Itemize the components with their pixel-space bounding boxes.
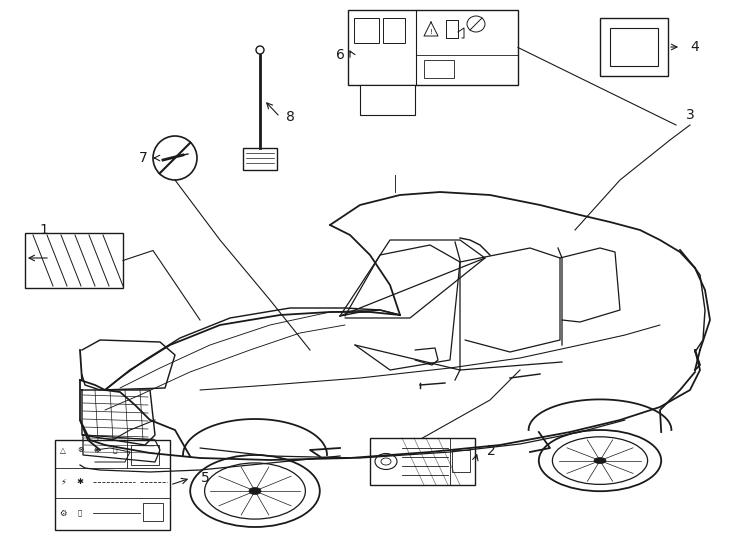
Text: 🔧: 🔧 (78, 510, 82, 516)
Ellipse shape (375, 454, 397, 469)
Bar (25, 233, 123, 288)
Ellipse shape (205, 463, 305, 519)
Ellipse shape (467, 16, 485, 32)
Bar (131, 445, 159, 465)
Bar (370, 438, 475, 485)
Ellipse shape (249, 488, 261, 495)
Ellipse shape (594, 457, 606, 464)
Ellipse shape (381, 458, 391, 465)
Bar (610, 28, 658, 66)
Text: ⚡: ⚡ (60, 477, 66, 487)
Text: !: ! (429, 29, 432, 35)
Text: ⬜: ⬜ (113, 446, 117, 455)
Text: 6: 6 (335, 48, 344, 62)
Bar (354, 18, 379, 43)
Text: 2: 2 (487, 444, 496, 458)
Bar (600, 18, 668, 76)
Ellipse shape (539, 430, 661, 491)
Text: 5: 5 (200, 471, 209, 485)
Bar (383, 18, 405, 43)
Bar (424, 60, 454, 78)
Bar (55, 440, 170, 530)
Ellipse shape (190, 455, 320, 527)
Text: 1: 1 (40, 223, 48, 237)
Ellipse shape (153, 136, 197, 180)
Bar (452, 450, 470, 472)
Text: 8: 8 (286, 110, 294, 124)
Bar (348, 10, 518, 85)
Bar (360, 85, 415, 115)
Ellipse shape (553, 437, 647, 484)
Text: ✱: ✱ (76, 477, 84, 487)
Text: ❋: ❋ (94, 446, 100, 455)
Text: 4: 4 (691, 40, 700, 54)
Text: 7: 7 (139, 151, 148, 165)
Text: 3: 3 (686, 108, 694, 122)
Bar (243, 148, 277, 170)
Text: ⊗: ⊗ (77, 446, 83, 455)
Text: △: △ (60, 446, 66, 455)
Ellipse shape (256, 46, 264, 54)
Bar (143, 503, 163, 521)
Text: ⚙: ⚙ (59, 509, 67, 517)
